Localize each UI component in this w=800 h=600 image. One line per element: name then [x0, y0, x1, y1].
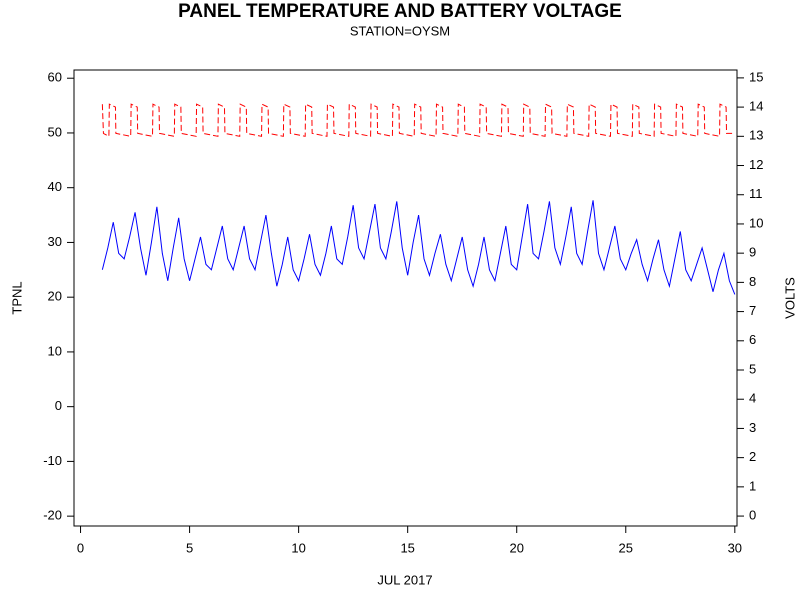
y2-tick-label: 15	[749, 69, 763, 84]
y2-tick-label: 7	[749, 303, 756, 318]
y-tick-label: 30	[48, 234, 62, 249]
plot-frame	[73, 69, 738, 527]
y-axis-label: TPNL	[9, 281, 24, 314]
x-tick-label: 20	[509, 540, 523, 555]
y2-tick-label: 6	[749, 332, 756, 347]
y-tick-label: 50	[48, 124, 62, 139]
y2-tick-label: 4	[749, 391, 756, 406]
x-tick-label: 5	[186, 540, 193, 555]
x-tick-label: 10	[291, 540, 305, 555]
x-tick-label: 0	[77, 540, 84, 555]
y-tick-label: 40	[48, 179, 62, 194]
series-line	[101, 103, 735, 138]
y-tick-label: 0	[55, 398, 62, 413]
y2-axis-label: VOLTS	[782, 277, 797, 319]
y2-tick-label: 1	[749, 478, 756, 493]
y-tick-label: 20	[48, 289, 62, 304]
y2-tick-label: 13	[749, 128, 763, 143]
x-tick-label: 30	[728, 540, 742, 555]
y2-tick-label: 5	[749, 361, 756, 376]
y2-tick-label: 9	[749, 245, 756, 260]
y2-tick-label: 2	[749, 449, 756, 464]
y2-tick-label: 14	[749, 99, 763, 114]
y-tick-label: 60	[48, 70, 62, 85]
y-tick-label: -10	[43, 453, 62, 468]
y-tick-label: -20	[43, 508, 62, 523]
y2-tick-label: 0	[749, 508, 756, 523]
chart-subtitle: STATION=OYSM	[350, 23, 450, 38]
x-axis-label: JUL 2017	[377, 572, 432, 587]
y2-tick-label: 10	[749, 215, 763, 230]
series-line	[101, 200, 736, 295]
y2-tick-label: 3	[749, 420, 756, 435]
chart-title: PANEL TEMPERATURE AND BATTERY VOLTAGE	[178, 1, 622, 22]
y-tick-label: 10	[48, 343, 62, 358]
y2-tick-label: 8	[749, 274, 756, 289]
x-tick-label: 15	[400, 540, 414, 555]
y2-tick-label: 11	[749, 186, 763, 201]
x-tick-label: 25	[619, 540, 633, 555]
y2-tick-label: 12	[749, 157, 763, 172]
